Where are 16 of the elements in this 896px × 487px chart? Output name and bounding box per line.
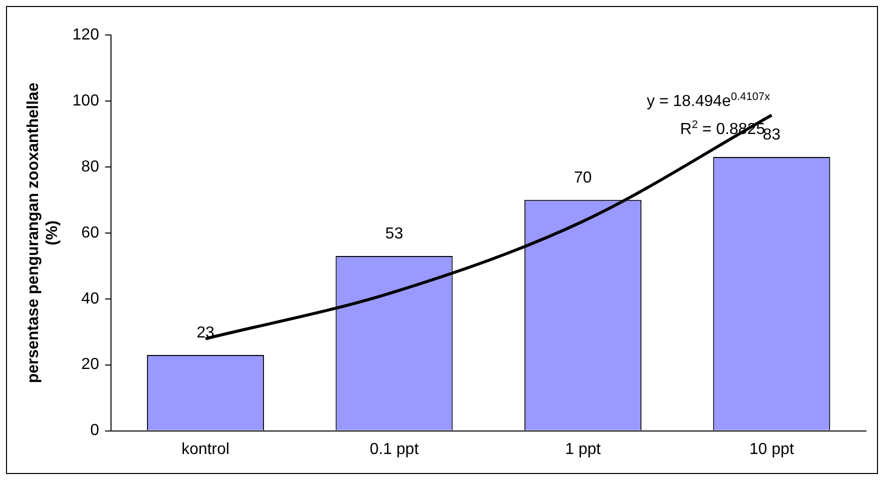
data-label: 70 bbox=[574, 169, 592, 186]
data-label: 83 bbox=[762, 126, 781, 144]
y-tick-label: 40 bbox=[81, 290, 100, 308]
y-tick-label: 20 bbox=[81, 356, 100, 374]
y-tick-label: 80 bbox=[81, 158, 100, 176]
x-tick-label: 0.1 ppt bbox=[370, 440, 420, 458]
y-tick-label: 60 bbox=[81, 224, 100, 242]
data-label: 53 bbox=[385, 225, 404, 242]
x-tick-label: 1 ppt bbox=[565, 440, 602, 458]
x-tick-label: 10 ppt bbox=[749, 440, 794, 458]
annotation: y = 18.494e$^{0.4107x}$ bbox=[646, 90, 770, 112]
x-tick-label: kontrol bbox=[181, 440, 230, 458]
y-axis-title: persentase pengurangan zooxanthellae (%) bbox=[25, 82, 62, 384]
y-tick-label: 100 bbox=[72, 92, 100, 110]
y-tick-label: 120 bbox=[72, 26, 100, 44]
y-tick-label: 0 bbox=[90, 422, 100, 440]
